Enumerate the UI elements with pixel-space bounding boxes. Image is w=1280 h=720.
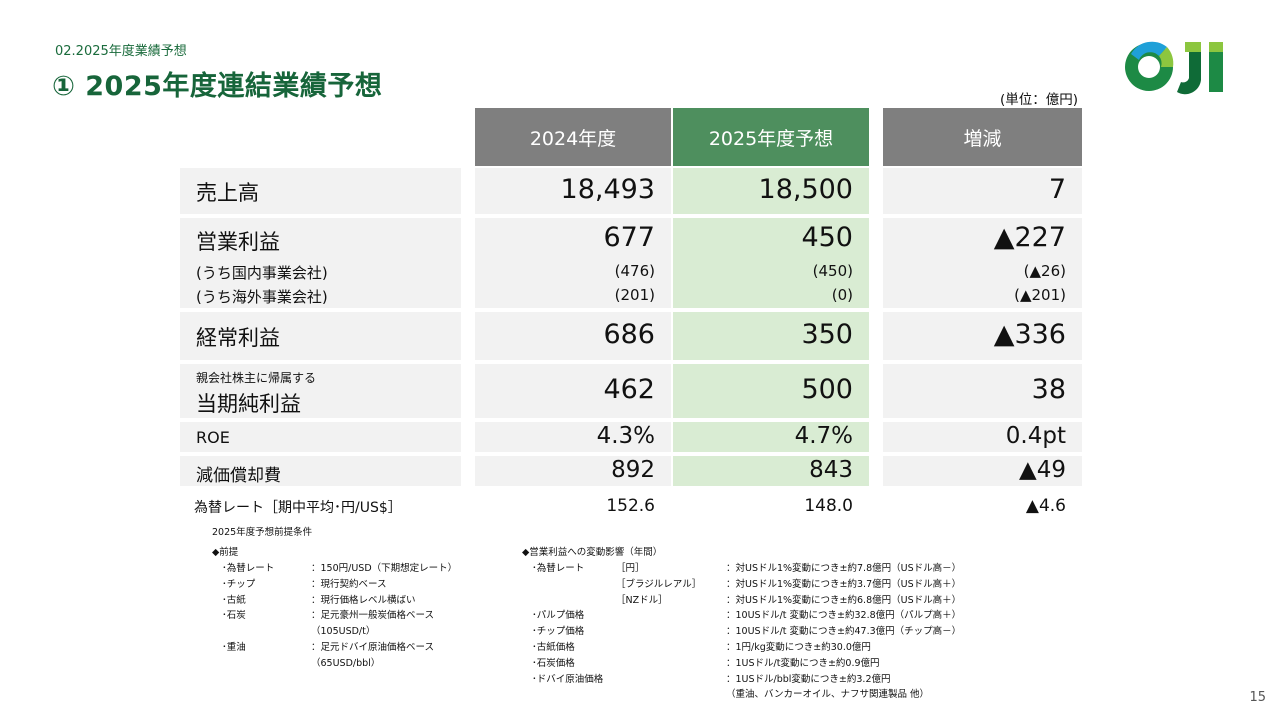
premise-desc: ：現行価格レベル横ばい [311,594,416,606]
value-2024: 686 [603,319,655,350]
impact-desc: ：10USドル/t 変動につき±約47.3億円（チップ高－） [726,626,962,638]
premise-desc: （65USD/bbl） [311,657,381,669]
impact-desc: ：1円/kg変動につき±約30.0億円 [726,642,871,653]
value-change: ▲336 [993,319,1066,350]
premise-desc: ：足元豪州一般炭価格ベース [311,610,435,622]
value-2024: 677 [603,222,655,253]
value-2025: 500 [801,374,853,405]
premise-item: ･古紙 [222,594,246,606]
row-label: 売上高 [196,181,259,205]
row-roe: ROE 4.3% 4.7% 0.4pt [180,422,1082,452]
value-2025: 450 [801,222,853,253]
impact-desc: ：10USドル/t 変動につき±約32.8億円（パルプ高＋） [726,610,962,622]
value-2025-domestic: (450) [812,262,853,280]
page-title: ① 2025年度連結業績予想 [52,71,383,102]
value-2024: 462 [603,374,655,405]
value-2024: 152.6 [606,496,655,516]
value-2025: 4.7% [794,423,853,449]
value-2024: 4.3% [596,423,655,449]
impact-desc: ：対USドル1%変動につき±約7.8億円（USドル高－） [726,563,962,574]
impact-desc: （重油、バンカーオイル、ナフサ関連製品 他） [726,689,929,701]
page-number: 15 [1249,690,1266,705]
oji-logo [1125,41,1223,95]
row-label: ROE [196,428,230,447]
impact-sub: ［ブラジルレアル］ [616,578,702,590]
value-change: ▲4.6 [1025,496,1066,516]
row-sales: 売上高 18,493 18,500 7 [180,168,1082,214]
premise-item: ･為替レート [222,563,275,574]
row-label: 営業利益 [196,230,280,254]
value-change-domestic: (▲26) [1023,262,1066,280]
premise-heading: ◆前提 [212,547,239,558]
unit-label: (単位：億円) [999,92,1078,108]
value-2025: 18,500 [758,174,853,205]
row-ordinary-profit: 経常利益 686 350 ▲336 [180,312,1082,360]
header-2025-forecast: 2025年度予想 [673,108,869,166]
premise-item: ･チップ [222,578,256,590]
value-2025: 148.0 [804,496,853,516]
value-change: ▲49 [1019,457,1066,483]
row-label: 減価償却費 [196,466,281,486]
row-sublabel: 親会社株主に帰属する [196,371,317,385]
impact-desc: ：1USドル/t変動につき±約0.9億円 [726,657,880,669]
value-2024: 892 [611,457,655,483]
impact-sub: ［NZドル］ [616,594,668,606]
value-change: ▲227 [993,222,1066,253]
section-label: 02.2025年度業績予想 [55,44,187,59]
value-change: 0.4pt [1005,423,1066,449]
value-2024-overseas: (201) [614,286,655,304]
value-2025: 350 [801,319,853,350]
value-2025-overseas: (0) [831,286,853,304]
row-fx-rate: 為替レート［期中平均･円/US$］ 152.6 148.0 ▲4.6 [180,494,1082,520]
impact-item: ･ドバイ原油価格 [532,673,604,685]
value-change-overseas: (▲201) [1014,286,1066,304]
premise-desc: ：足元ドバイ原油価格ベース [311,642,435,653]
notes-title: 2025年度予想前提条件 [212,527,313,538]
header-change: 増減 [883,108,1082,166]
impact-item: ･為替レート [532,563,585,574]
impact-desc: ：1USドル/bbl変動につき±約3.2億円 [726,673,891,685]
value-2025: 843 [809,457,853,483]
row-operating-profit: 営業利益 (うち国内事業会社) (うち海外事業会社) 677 (476) (20… [180,218,1082,308]
value-2024: 18,493 [560,174,655,205]
impact-desc: ：対USドル1%変動につき±約3.7億円（USドル高＋） [726,578,962,590]
row-depreciation: 減価償却費 892 843 ▲49 [180,456,1082,486]
impact-sub: ［円］ [616,563,645,574]
premise-item: ･石炭 [222,610,246,622]
row-sublabel-domestic: (うち国内事業会社) [196,264,328,282]
row-sublabel-overseas: (うち海外事業会社) [196,288,328,306]
premise-item: ･重油 [222,642,246,653]
impact-item: ･チップ価格 [532,626,585,638]
row-label: 為替レート［期中平均･円/US$］ [194,500,402,516]
premise-desc: ：150円/USD（下期想定レート） [311,563,458,574]
row-net-income: 親会社株主に帰属する 当期純利益 462 500 38 [180,364,1082,418]
impact-item: ･パルプ価格 [532,610,585,622]
impact-desc: ：対USドル1%変動につき±約6.8億円（USドル高＋） [726,594,962,606]
row-label: 経常利益 [196,326,280,350]
impact-heading: ◆営業利益への変動影響（年間） [522,547,663,558]
row-label: 当期純利益 [196,392,301,416]
header-2024: 2024年度 [475,108,671,166]
value-change: 38 [1031,374,1066,405]
value-change: 7 [1048,174,1066,205]
premise-desc: ：現行契約ベース [311,578,387,590]
premise-desc: （105USD/t） [311,626,376,638]
value-2024-domestic: (476) [614,262,655,280]
impact-item: ･石炭価格 [532,657,575,669]
impact-item: ･古紙価格 [532,642,575,653]
